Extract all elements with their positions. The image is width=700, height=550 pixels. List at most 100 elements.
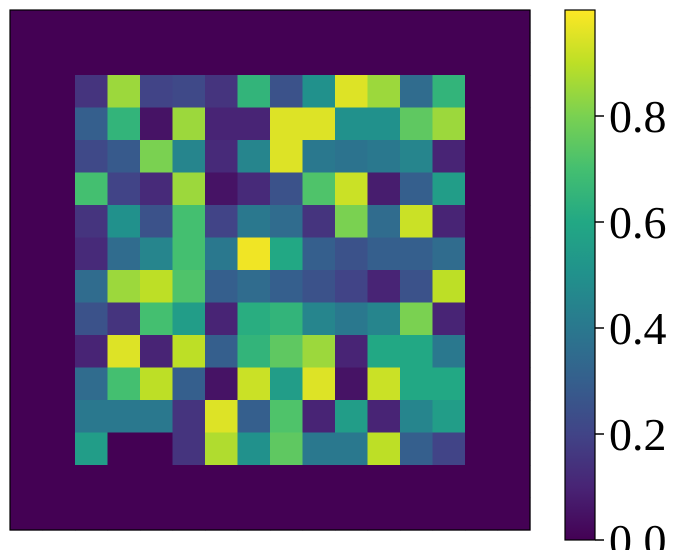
heatmap-cell-r9-c2 (75, 302, 109, 336)
heatmap-cell-r7-c6 (205, 237, 239, 271)
heatmap-cell-r15-c13 (432, 497, 466, 531)
heatmap-cell-r11-c5 (172, 367, 206, 401)
heatmap-cell-r4-c15 (497, 140, 531, 174)
heatmap-cell-r14-c13 (432, 465, 466, 499)
heatmap-cell-r10-c4 (140, 335, 174, 369)
heatmap-cell-r2-c5 (172, 75, 206, 109)
heatmap-cell-r2-c6 (205, 75, 239, 109)
heatmap-cell-r3-c11 (367, 107, 401, 141)
heatmap-cell-r7-c13 (432, 237, 466, 271)
heatmap-cell-r3-c15 (497, 107, 531, 141)
heatmap-cell-r12-c1 (42, 400, 76, 434)
heatmap-cell-r0-c10 (335, 10, 369, 44)
heatmap-cell-r2-c9 (302, 75, 336, 109)
heatmap-cell-r1-c15 (497, 42, 531, 76)
heatmap-cell-r0-c2 (75, 10, 109, 44)
heatmap-cell-r4-c3 (107, 140, 141, 174)
heatmap-cell-r12-c11 (367, 400, 401, 434)
heatmap-cell-r9-c5 (172, 302, 206, 336)
heatmap-cell-r5-c7 (237, 172, 271, 206)
heatmap-cell-r11-c4 (140, 367, 174, 401)
colorbar-tick-label: 0.8 (609, 91, 667, 142)
heatmap-cell-r1-c5 (172, 42, 206, 76)
heatmap-cell-r0-c8 (270, 10, 304, 44)
heatmap-cell-r0-c3 (107, 10, 141, 44)
heatmap-cell-r13-c9 (302, 432, 336, 466)
heatmap-cell-r4-c7 (237, 140, 271, 174)
heatmap-cell-r4-c11 (367, 140, 401, 174)
heatmap-cell-r6-c13 (432, 205, 466, 239)
heatmap-cell-r7-c9 (302, 237, 336, 271)
heatmap-cell-r10-c13 (432, 335, 466, 369)
heatmap-cell-r11-c6 (205, 367, 239, 401)
heatmap-cell-r0-c6 (205, 10, 239, 44)
heatmap-cell-r5-c1 (42, 172, 76, 206)
heatmap-cell-r5-c10 (335, 172, 369, 206)
heatmap-cell-r14-c11 (367, 465, 401, 499)
heatmap-cell-r15-c7 (237, 497, 271, 531)
colorbar-tick-label: 0.4 (609, 303, 667, 354)
heatmap-cell-r6-c12 (400, 205, 434, 239)
heatmap-cell-r8-c11 (367, 270, 401, 304)
heatmap-cell-r13-c0 (10, 432, 44, 466)
heatmap-cell-r8-c1 (42, 270, 76, 304)
heatmap-cell-r14-c10 (335, 465, 369, 499)
heatmap-cell-r10-c5 (172, 335, 206, 369)
heatmap-cell-r6-c2 (75, 205, 109, 239)
heatmap-cell-r7-c12 (400, 237, 434, 271)
heatmap-cell-r0-c9 (302, 10, 336, 44)
heatmap-cell-r12-c14 (465, 400, 499, 434)
heatmap-cell-r14-c5 (172, 465, 206, 499)
heatmap-cell-r5-c15 (497, 172, 531, 206)
heatmap-cell-r10-c7 (237, 335, 271, 369)
heatmap-cell-r5-c9 (302, 172, 336, 206)
heatmap-cell-r3-c1 (42, 107, 76, 141)
heatmap-cell-r1-c14 (465, 42, 499, 76)
heatmap-cell-r3-c5 (172, 107, 206, 141)
heatmap-cell-r3-c4 (140, 107, 174, 141)
heatmap-cell-r8-c10 (335, 270, 369, 304)
heatmap-cell-r4-c2 (75, 140, 109, 174)
heatmap-cell-r5-c4 (140, 172, 174, 206)
heatmap-cell-r8-c4 (140, 270, 174, 304)
heatmap-cell-r10-c12 (400, 335, 434, 369)
heatmap-cell-r10-c10 (335, 335, 369, 369)
heatmap-cell-r15-c0 (10, 497, 44, 531)
heatmap-cell-r15-c10 (335, 497, 369, 531)
heatmap-cell-r14-c14 (465, 465, 499, 499)
heatmap-frame (9, 9, 531, 531)
heatmap-cell-r12-c8 (270, 400, 304, 434)
heatmap-cell-r8-c2 (75, 270, 109, 304)
heatmap-cell-r13-c3 (107, 432, 141, 466)
heatmap-cell-r12-c4 (140, 400, 174, 434)
colorbar-gradient (564, 9, 596, 541)
heatmap-cell-r8-c8 (270, 270, 304, 304)
heatmap-cell-r3-c12 (400, 107, 434, 141)
heatmap-cell-r5-c14 (465, 172, 499, 206)
heatmap-cell-r0-c13 (432, 10, 466, 44)
heatmap-cell-r12-c0 (10, 400, 44, 434)
heatmap-cell-r11-c15 (497, 367, 531, 401)
heatmap-cell-r9-c14 (465, 302, 499, 336)
colorbar-ticks: 0.0 0.2 0.4 0.6 0.8 (595, 91, 667, 550)
heatmap-cell-r0-c7 (237, 10, 271, 44)
heatmap-cell-r5-c2 (75, 172, 109, 206)
heatmap-cell-r1-c11 (367, 42, 401, 76)
heatmap-cell-r0-c5 (172, 10, 206, 44)
heatmap-cell-r7-c7 (237, 237, 271, 271)
heatmap-cell-r9-c12 (400, 302, 434, 336)
heatmap-cell-r0-c14 (465, 10, 499, 44)
heatmap-cell-r14-c15 (497, 465, 531, 499)
heatmap-cell-r13-c5 (172, 432, 206, 466)
heatmap-cell-r3-c14 (465, 107, 499, 141)
heatmap-cell-r8-c9 (302, 270, 336, 304)
heatmap-cell-r15-c8 (270, 497, 304, 531)
heatmap-cell-r9-c9 (302, 302, 336, 336)
heatmap-cell-r1-c9 (302, 42, 336, 76)
heatmap-cell-r5-c3 (107, 172, 141, 206)
heatmap-cell-r9-c11 (367, 302, 401, 336)
heatmap-cell-r13-c11 (367, 432, 401, 466)
heatmap-cell-r0-c11 (367, 10, 401, 44)
heatmap-cell-r9-c8 (270, 302, 304, 336)
heatmap-cell-r9-c6 (205, 302, 239, 336)
